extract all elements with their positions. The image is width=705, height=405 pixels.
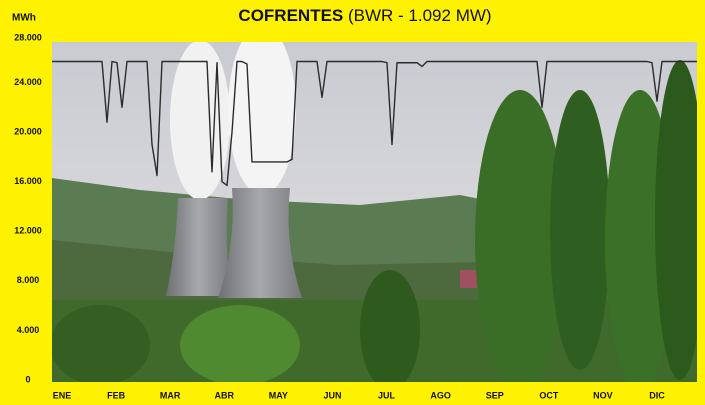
x-tick-label: OCT bbox=[539, 390, 559, 400]
x-tick-label: JUL bbox=[378, 390, 396, 400]
y-tick-label: 8.000 bbox=[17, 275, 40, 285]
x-tick-label: MAR bbox=[160, 390, 181, 400]
y-axis-label: MWh bbox=[12, 13, 36, 24]
y-tick-label: 24.000 bbox=[14, 77, 42, 87]
x-tick-label: FEB bbox=[107, 390, 126, 400]
chart-subtitle: (BWR - 1.092 MW) bbox=[348, 6, 492, 25]
x-tick-label: AGO bbox=[430, 390, 451, 400]
x-tick-label: ENE bbox=[53, 390, 72, 400]
photo bbox=[52, 42, 697, 382]
x-tick-label: MAY bbox=[269, 390, 288, 400]
y-tick-label: 16.000 bbox=[14, 176, 42, 186]
y-tick-label: 12.000 bbox=[14, 226, 42, 236]
data-line bbox=[52, 60, 697, 187]
y-tick-label: 28.000 bbox=[14, 32, 42, 42]
x-tick-label: JUN bbox=[323, 390, 341, 400]
x-tick-label: SEP bbox=[486, 390, 504, 400]
y-tick-label: 20.000 bbox=[14, 127, 42, 137]
x-tick-label: NOV bbox=[593, 390, 613, 400]
y-tick-label: 4.000 bbox=[17, 325, 40, 335]
chart-title: COFRENTES bbox=[238, 6, 343, 25]
chart-title-group: COFRENTES (BWR - 1.092 MW) bbox=[238, 6, 491, 25]
x-tick-label: ABR bbox=[215, 390, 235, 400]
y-tick-label: 0 bbox=[25, 374, 30, 384]
x-tick-label: DIC bbox=[649, 390, 665, 400]
